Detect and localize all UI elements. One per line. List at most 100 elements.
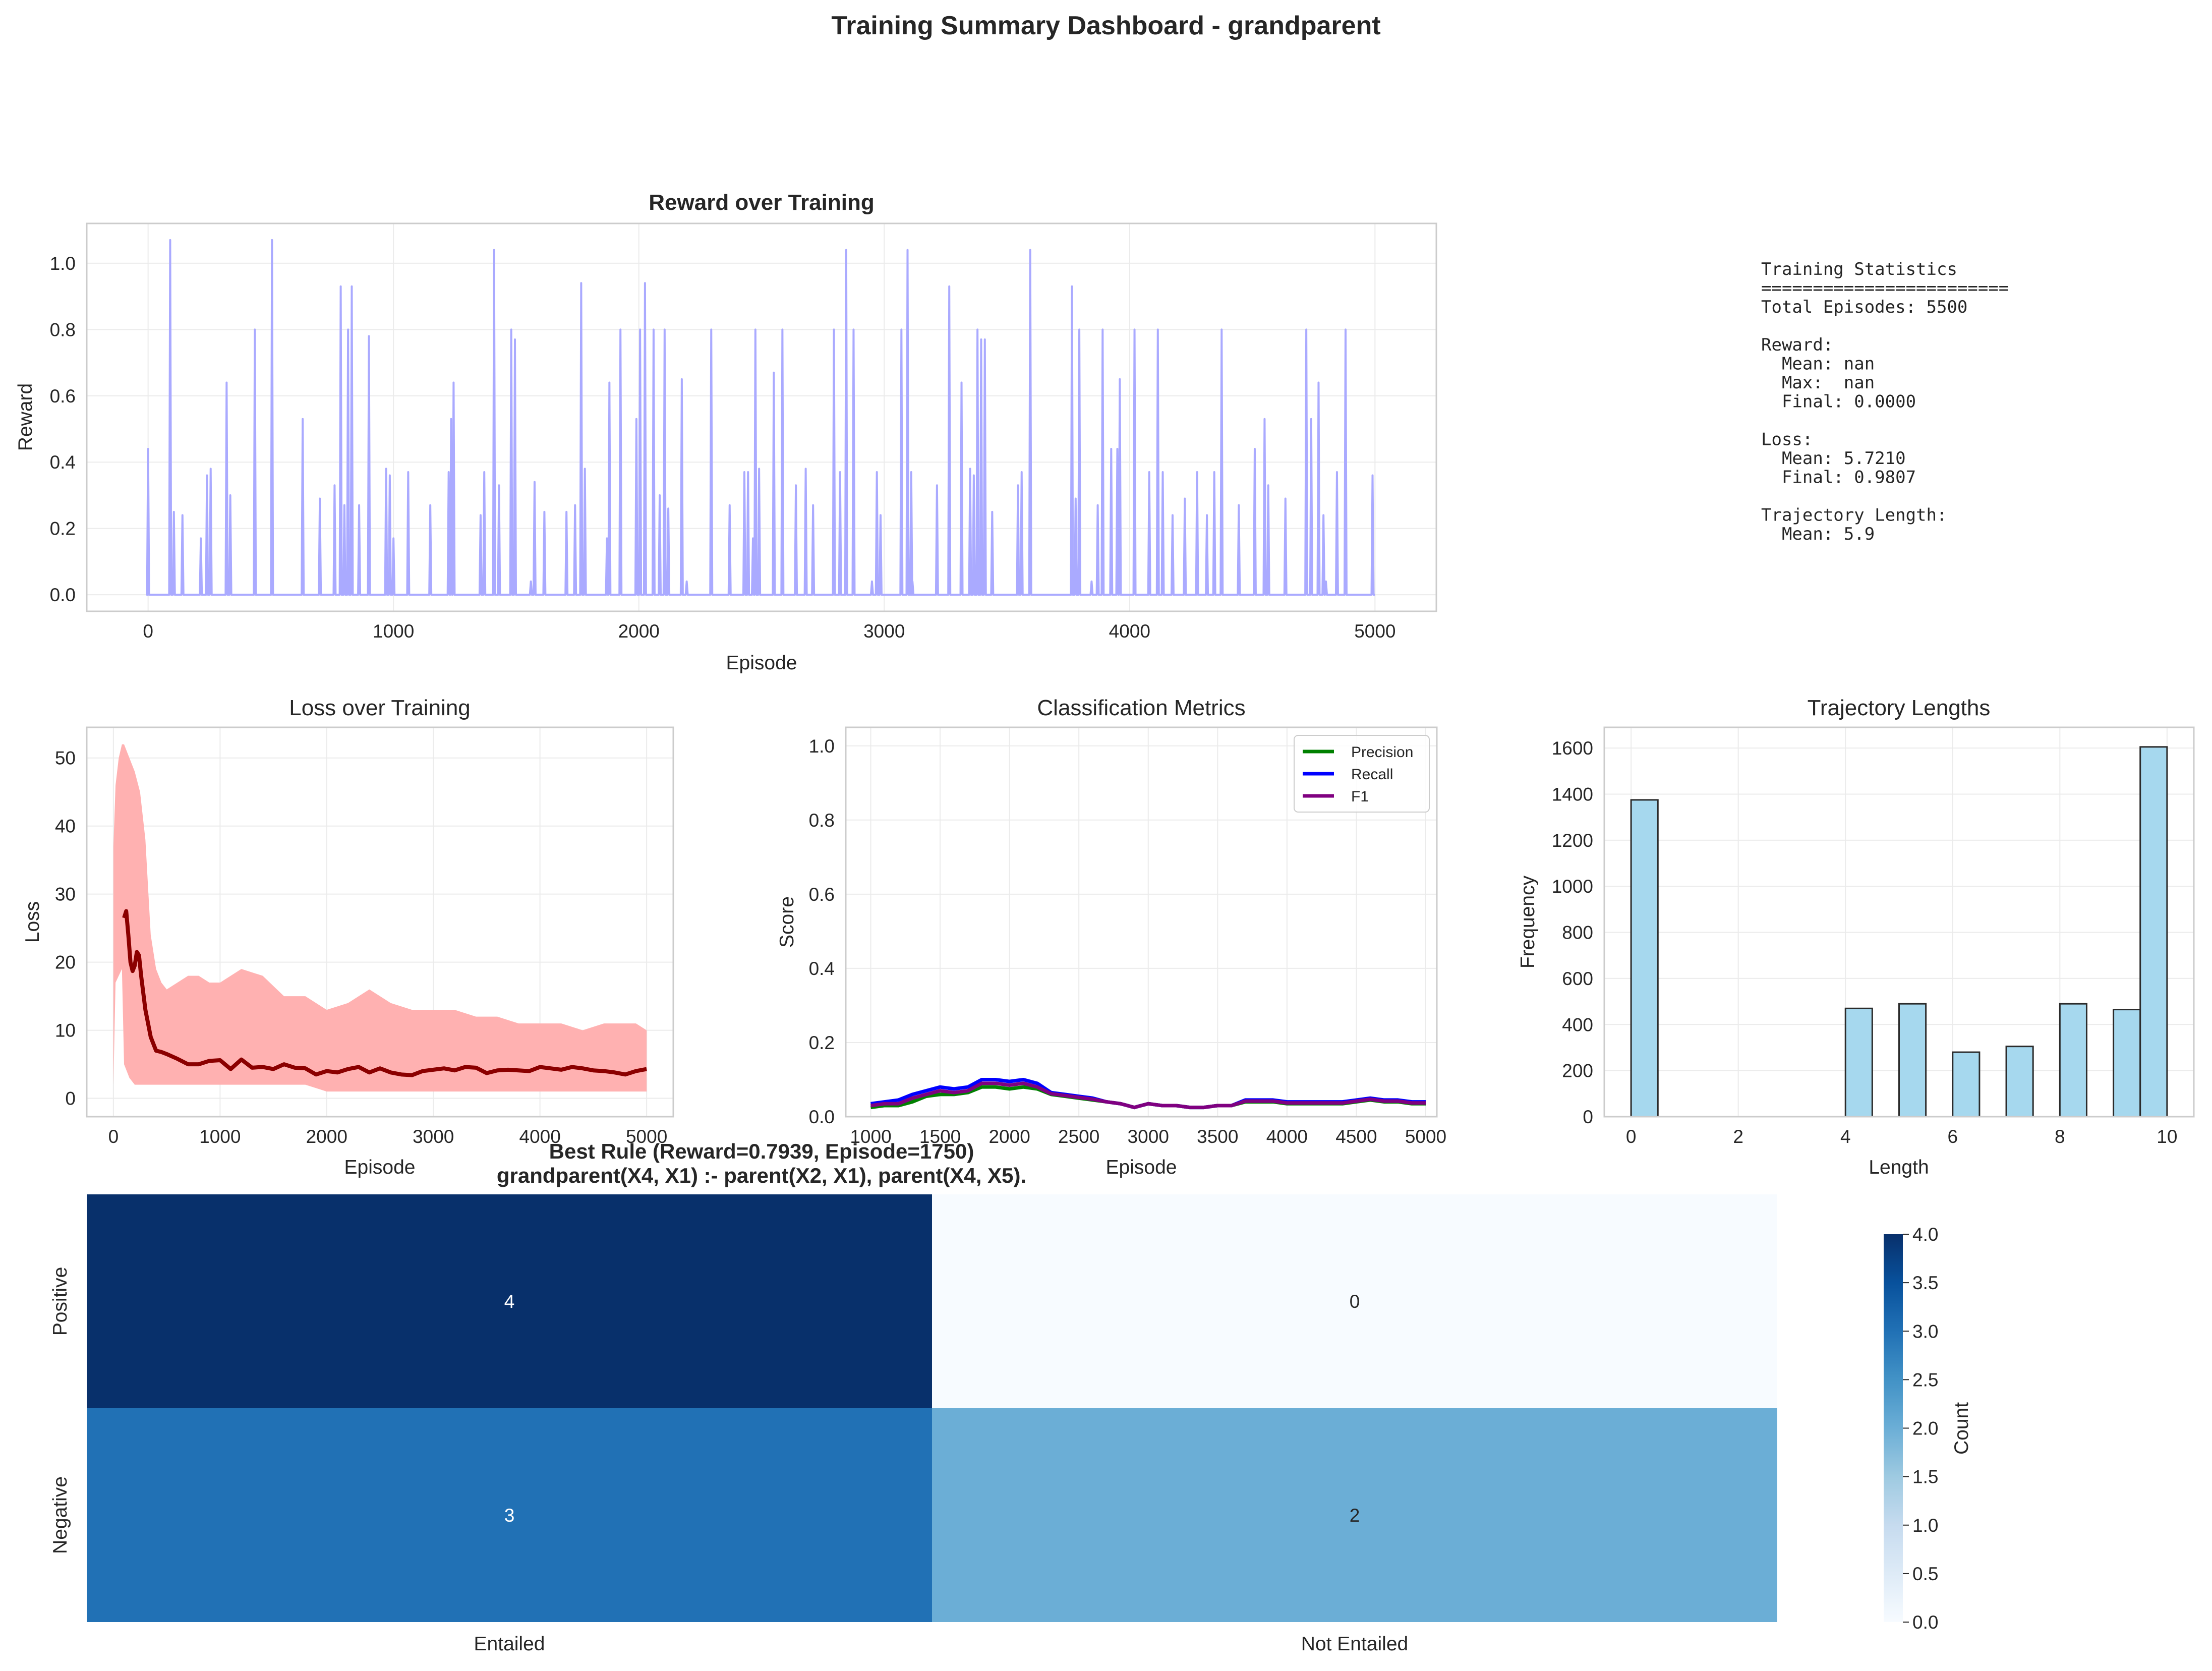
trajectory-xlabel: Length — [1869, 1157, 1929, 1178]
stats-line: Mean: 5.9 — [1761, 524, 1875, 544]
stats-line: Max: nan — [1761, 373, 1875, 393]
histogram-bar — [2139, 746, 2168, 1118]
y-tick-label: 30 — [55, 884, 76, 905]
y-tick-label: 800 — [1562, 923, 1593, 943]
x-tick-label: 0 — [108, 1126, 119, 1147]
x-tick-label: 10 — [2157, 1126, 2177, 1147]
y-tick-label: 40 — [55, 816, 76, 837]
x-tick-label: 1000 — [850, 1126, 891, 1147]
y-tick-label: 600 — [1562, 968, 1593, 989]
x-tick-label: 2000 — [618, 621, 660, 642]
y-tick-label: 0 — [1583, 1107, 1593, 1127]
colorbar-tick-label: 1.5 — [1912, 1467, 1938, 1487]
colorbar-tick-label: 2.5 — [1912, 1369, 1938, 1390]
stats-line: Final: 0.0000 — [1761, 392, 1916, 412]
heatmap-cell — [932, 1408, 1777, 1622]
y-tick-label: 0 — [65, 1088, 76, 1109]
legend-label: Precision — [1351, 744, 1413, 761]
stats-line: Trajectory Length: — [1761, 505, 1947, 526]
histogram-bar — [2005, 1046, 2034, 1118]
y-tick-label: 20 — [55, 952, 76, 973]
y-tick-label: 0.8 — [809, 810, 835, 831]
x-tick-label: 3000 — [1128, 1126, 1169, 1147]
reward-trace — [146, 239, 1375, 596]
x-tick-label: 5000 — [1405, 1126, 1446, 1147]
x-tick-label: 4000 — [519, 1126, 561, 1147]
y-tick-label: 0.0 — [809, 1107, 835, 1127]
x-tick-label: 1500 — [919, 1126, 961, 1147]
x-tick-label: 2000 — [988, 1126, 1030, 1147]
stats-line: Final: 0.9807 — [1761, 468, 1916, 488]
heatmap-axis-labels: Entailed Not Entailed Positive Negative — [49, 1267, 1408, 1655]
metric-line-f1 — [870, 1081, 1426, 1110]
histogram-bar — [1898, 1003, 1927, 1118]
trajectory-chart: 0 2 4 6 8 10 0 200 400 600 800 1000 1200 1400 1600 Tra… — [1517, 696, 2195, 1178]
reward-ylabel: Reward — [15, 383, 36, 451]
loss-moving-average — [122, 909, 647, 1077]
y-tick-label: 0.2 — [50, 518, 76, 539]
stats-line: Total Episodes: 5500 — [1761, 297, 1967, 317]
colorbar-tick-label: 3.5 — [1912, 1273, 1938, 1293]
stats-line: Mean: nan — [1761, 354, 1875, 374]
stats-line: Mean: 5.7210 — [1761, 448, 1906, 469]
loss-ylabel: Loss — [22, 901, 43, 943]
heatmap-colorbar: 0.0 0.5 1.0 1.5 2.0 2.5 3.0 3.5 4.0 — [1884, 1224, 1938, 1633]
x-tick-label: 2500 — [1058, 1126, 1099, 1147]
metrics-ylabel: Score — [776, 896, 798, 948]
legend-label: Recall — [1351, 766, 1393, 783]
heatmap-cell-value: 0 — [1350, 1291, 1360, 1312]
colorbar-tick-label: 0.0 — [1912, 1612, 1938, 1633]
heatmap-cell — [87, 1194, 932, 1408]
legend-box — [1294, 735, 1430, 813]
y-tick-label: 1.0 — [50, 253, 76, 274]
y-tick-label: 400 — [1562, 1014, 1593, 1035]
loss-range-band — [113, 744, 647, 1092]
heatmap-cell — [932, 1194, 1777, 1408]
confusion-heatmap: Best Rule (Reward=0.7939, Episode=1750) … — [49, 1139, 1972, 1655]
x-tick-label: 6 — [1947, 1126, 1958, 1147]
heatmap-column-label: Entailed — [474, 1633, 545, 1655]
metrics-ticks: 1000 1500 2000 2500 3000 3500 4000 4500 5000 0.0 0… — [809, 736, 1447, 1147]
x-tick-label: 3000 — [863, 621, 905, 642]
heatmap-cells: 4 0 3 2 — [87, 1194, 1777, 1622]
loss-chart: 0 1000 2000 3000 4000 5000 0 10 20 30 40 50 Loss ov… — [22, 696, 674, 1178]
y-tick-label: 50 — [55, 748, 76, 769]
x-tick-label: 4500 — [1335, 1126, 1377, 1147]
metrics-title: Classification Metrics — [1037, 696, 1245, 720]
y-tick-label: 1000 — [1552, 876, 1593, 897]
histogram-bar — [1844, 1007, 1873, 1118]
stats-line: Reward: — [1761, 335, 1833, 355]
colorbar-tick-label: 1.0 — [1912, 1515, 1938, 1536]
y-tick-label: 0.6 — [50, 386, 76, 407]
x-tick-label: 8 — [2055, 1126, 2065, 1147]
metrics-chart: 1000 1500 2000 2500 3000 3500 4000 4500 5000 0.0 0… — [776, 696, 1446, 1178]
loss-series — [113, 744, 647, 1092]
y-tick-label: 1400 — [1552, 784, 1593, 804]
x-tick-label: 2 — [1733, 1126, 1743, 1147]
colorbar-tick-label: 4.0 — [1912, 1224, 1938, 1245]
stats-line: Loss: — [1761, 430, 1813, 450]
trajectory-ylabel: Frequency — [1517, 875, 1539, 968]
x-tick-label: 3500 — [1197, 1126, 1238, 1147]
histogram-bar — [1952, 1051, 1981, 1118]
colorbar-tick-label: 0.5 — [1912, 1564, 1938, 1584]
trajectory-bars — [1630, 746, 2168, 1118]
x-tick-label: 0 — [1626, 1126, 1637, 1147]
y-tick-label: 1600 — [1552, 738, 1593, 759]
dashboard-title: Training Summary Dashboard - grandparent — [831, 11, 1380, 40]
heatmap-column-label: Not Entailed — [1301, 1633, 1408, 1655]
loss-xlabel: Episode — [344, 1157, 416, 1178]
x-tick-label: 5000 — [1354, 621, 1395, 642]
histogram-bar — [1630, 799, 1659, 1118]
histogram-bar — [2113, 1009, 2141, 1118]
trajectory-title: Trajectory Lengths — [1808, 696, 1991, 720]
metrics-legend: Precision Recall F1 — [1294, 735, 1430, 813]
colorbar-tick-label: 3.0 — [1912, 1321, 1938, 1342]
x-tick-label: 4000 — [1266, 1126, 1308, 1147]
reward-title: Reward over Training — [649, 190, 874, 215]
y-tick-label: 0.0 — [50, 585, 76, 605]
y-tick-label: 0.2 — [809, 1032, 835, 1053]
heatmap-row-label: Positive — [49, 1267, 71, 1336]
histogram-bar — [2059, 1003, 2087, 1118]
